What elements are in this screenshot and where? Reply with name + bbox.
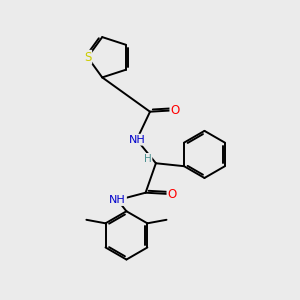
Text: O: O (170, 104, 180, 117)
Text: NH: NH (128, 135, 145, 145)
Text: O: O (167, 188, 177, 201)
Text: NH: NH (109, 195, 126, 205)
Text: H: H (144, 154, 152, 164)
Text: S: S (84, 51, 91, 64)
